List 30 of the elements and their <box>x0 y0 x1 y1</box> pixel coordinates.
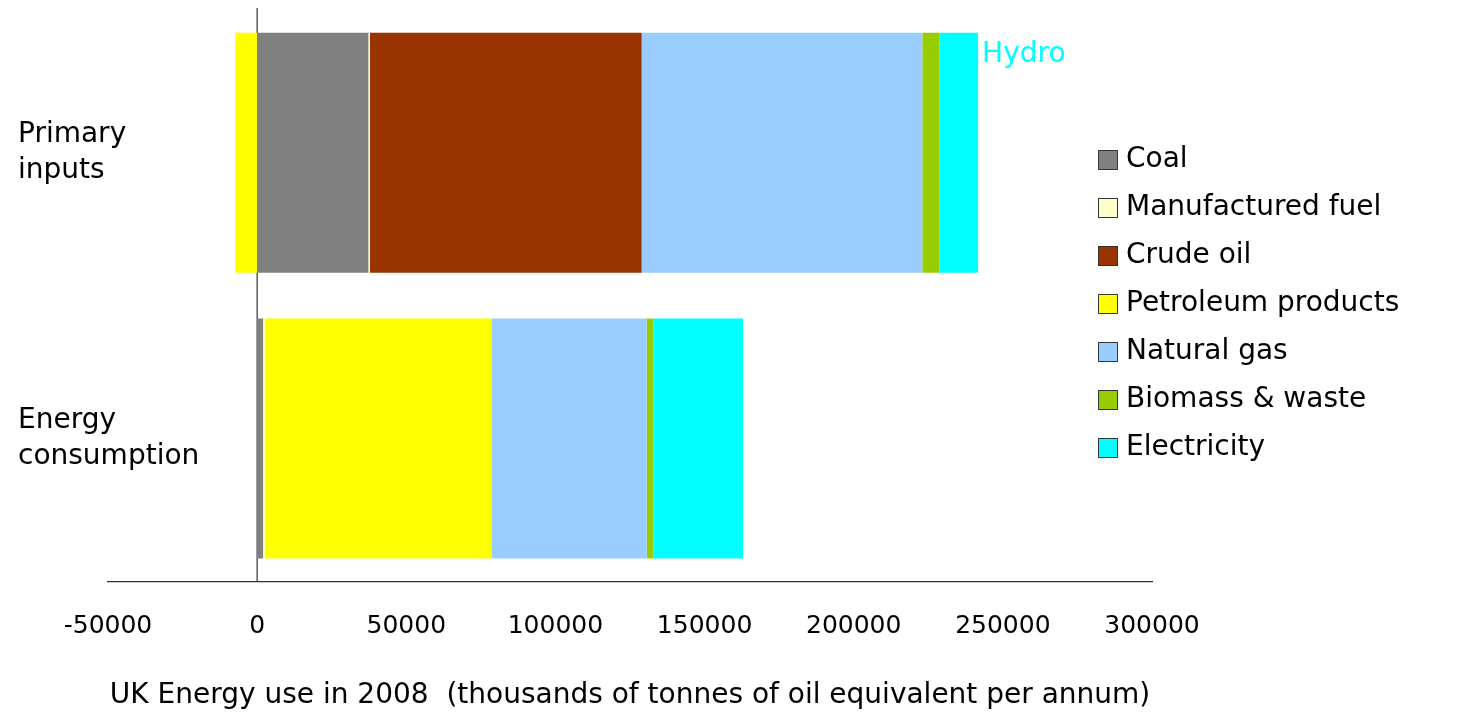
x-tick-label: 0 <box>249 609 266 639</box>
bar <box>257 318 264 559</box>
x-tick-label: 100000 <box>507 609 604 639</box>
bar <box>922 32 940 273</box>
bar <box>641 32 923 273</box>
x-tick-label: 50000 <box>366 609 447 639</box>
x-tick-label: 250000 <box>955 609 1051 639</box>
y-tick-label: Energy consumption <box>18 401 200 471</box>
legend-label: Biomass & waste <box>1126 381 1367 415</box>
bar <box>939 32 979 273</box>
legend-label: Electricity <box>1126 429 1266 463</box>
legend-label: Coal <box>1126 141 1188 175</box>
legend-label: Manufactured fuel <box>1126 189 1382 223</box>
bar <box>369 32 642 273</box>
annotation: Hydro <box>982 36 1066 70</box>
bar <box>646 318 654 559</box>
x-axis-title: UK Energy use in 2008 (thousands of tonnes of oil equivalent per annum) <box>109 677 1151 711</box>
bar <box>235 32 258 273</box>
x-tick-label: 200000 <box>806 609 902 639</box>
bar <box>257 32 369 273</box>
legend-label: Petroleum products <box>1126 285 1400 319</box>
x-tick-label: -50000 <box>63 609 153 639</box>
legend-label: Natural gas <box>1126 333 1288 367</box>
x-tick-label: 300000 <box>1104 609 1200 639</box>
bar <box>653 318 744 559</box>
y-tick-label: Primary inputs <box>18 116 127 186</box>
x-tick-label: 150000 <box>656 609 753 639</box>
bar <box>264 318 492 559</box>
bar <box>491 318 647 559</box>
legend-label: Crude oil <box>1126 237 1252 271</box>
